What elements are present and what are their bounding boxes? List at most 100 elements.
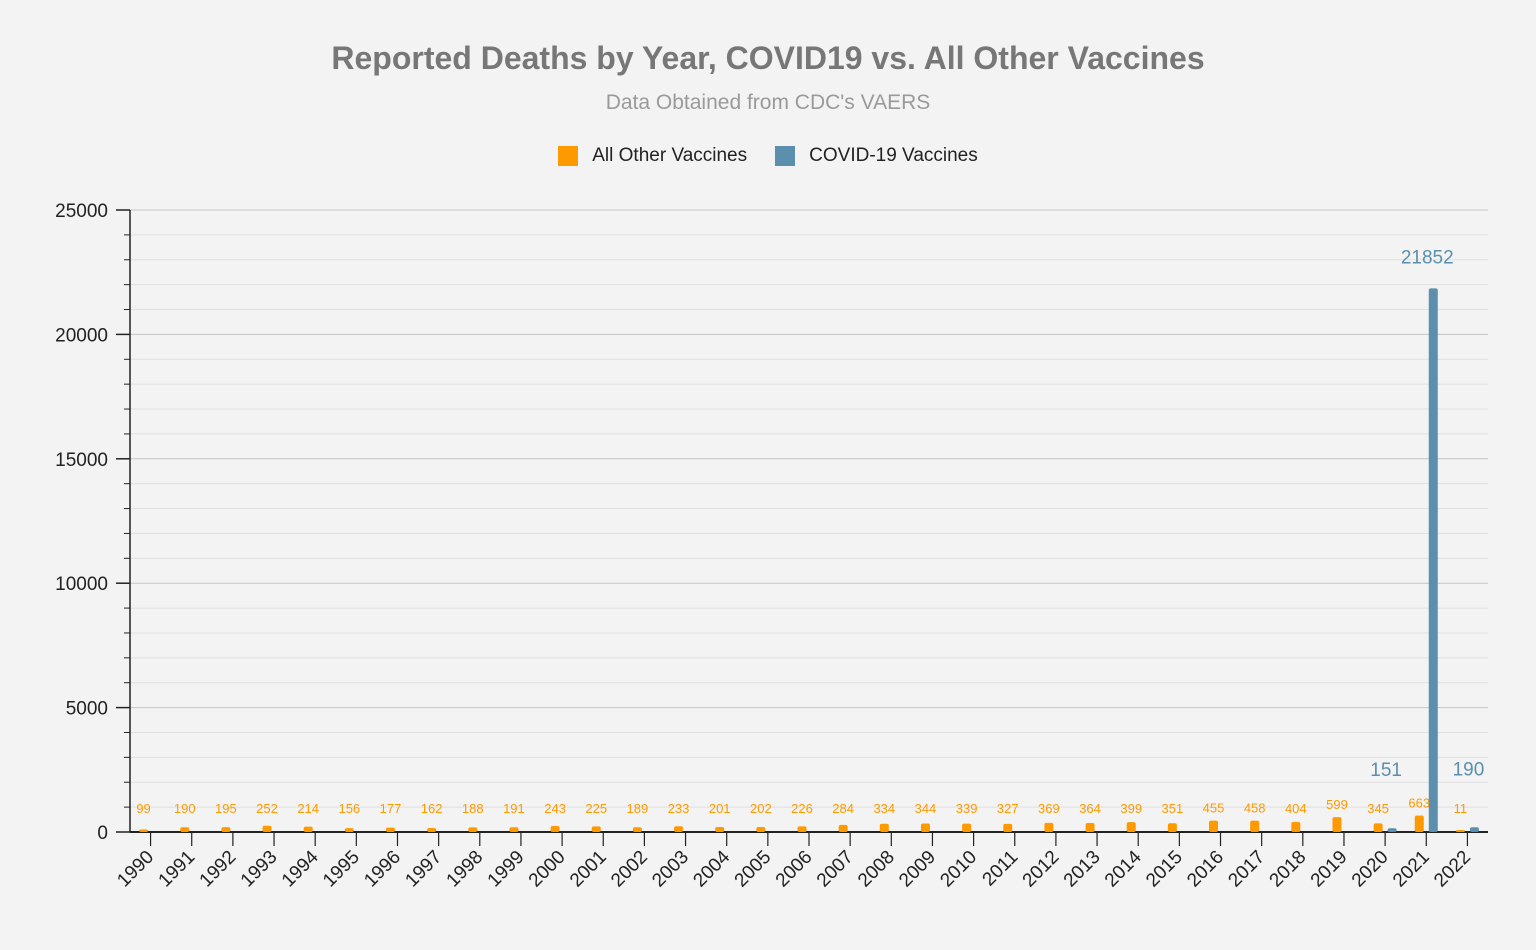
legend-label-other-vaccines: All Other Vaccines (592, 145, 748, 166)
data-label-other-vaccines: 252 (256, 801, 278, 816)
x-tick-label: 1995 (319, 847, 364, 892)
x-tick-label: 2022 (1430, 847, 1475, 892)
bar-other-vaccines (591, 826, 601, 832)
bar-other-vaccines (1414, 815, 1424, 832)
x-tick-label: 2008 (854, 847, 899, 892)
data-label-other-vaccines: 191 (503, 801, 525, 816)
x-tick-label: 2021 (1389, 847, 1434, 892)
x-tick-label: 2001 (566, 847, 611, 892)
data-label-other-vaccines: 327 (997, 801, 1019, 816)
bar-other-vaccines (1167, 823, 1177, 832)
x-tick-label: 2007 (813, 847, 858, 892)
data-label-other-vaccines: 214 (297, 801, 319, 816)
bar-other-vaccines (344, 828, 354, 832)
x-tick-label: 1990 (113, 847, 158, 892)
x-tick-label: 2004 (689, 846, 734, 891)
bar-other-vaccines (550, 825, 560, 832)
y-tick-label: 15000 (55, 450, 108, 471)
bar-covid-vaccines (1428, 288, 1438, 832)
bar-other-vaccines (920, 823, 930, 832)
data-label-other-vaccines: 334 (873, 801, 895, 816)
x-tick-label: 2018 (1266, 847, 1311, 892)
x-tick-label: 1994 (278, 846, 323, 891)
x-tick-label: 2009 (895, 847, 940, 892)
bar-other-vaccines (756, 826, 766, 832)
data-label-other-vaccines: 351 (1162, 801, 1184, 816)
legend-item-covid-vaccines[interactable]: COVID-19 Vaccines (775, 145, 978, 167)
x-tick-label: 1998 (443, 847, 488, 892)
legend-swatch-covid-vaccines (775, 146, 796, 166)
data-label-other-vaccines: 99 (136, 801, 150, 816)
legend-swatch-other-vaccines (558, 146, 579, 166)
x-tick-label: 2016 (1183, 847, 1228, 892)
data-label-other-vaccines: 233 (668, 801, 690, 816)
chart-title: Reported Deaths by Year, COVID19 vs. All… (331, 40, 1205, 76)
bar-other-vaccines (1291, 821, 1301, 832)
data-label-other-vaccines: 162 (421, 801, 443, 816)
x-tick-label: 2019 (1307, 847, 1352, 892)
data-label-other-vaccines: 599 (1326, 797, 1348, 812)
chart-subtitle: Data Obtained from CDC's VAERS (605, 91, 931, 114)
bar-other-vaccines (1332, 817, 1342, 832)
bar-other-vaccines (385, 827, 395, 832)
x-tick-label: 1997 (401, 847, 446, 892)
y-tick-label: 10000 (55, 574, 108, 595)
x-tick-label: 2015 (1142, 847, 1187, 892)
bar-other-vaccines (674, 826, 684, 832)
legend: All Other Vaccines COVID-19 Vaccines (0, 145, 1536, 167)
data-label-other-vaccines: 458 (1244, 801, 1266, 816)
bar-other-vaccines (1044, 822, 1054, 832)
y-tick-label: 5000 (66, 699, 108, 720)
x-tick-label: 1993 (237, 847, 282, 892)
data-label-other-vaccines: 369 (1038, 801, 1060, 816)
bar-other-vaccines (139, 829, 149, 832)
y-tick-label: 25000 (55, 201, 108, 222)
data-label-other-vaccines: 345 (1367, 801, 1389, 816)
data-label-other-vaccines: 202 (750, 801, 772, 816)
x-tick-label: 2014 (1101, 846, 1146, 891)
data-label-other-vaccines: 284 (832, 801, 854, 816)
y-tick-label: 20000 (55, 325, 108, 346)
bar-other-vaccines (797, 826, 807, 832)
bar-other-vaccines (1085, 822, 1095, 832)
x-tick-label: 1992 (196, 847, 241, 892)
data-label-covid-vaccines: 190 (1453, 759, 1485, 780)
x-tick-label: 2013 (1060, 847, 1105, 892)
bar-other-vaccines (509, 827, 519, 832)
x-tick-label: 2020 (1348, 847, 1393, 892)
data-label-other-vaccines: 177 (380, 801, 402, 816)
data-label-other-vaccines: 226 (791, 801, 813, 816)
data-label-covid-vaccines: 151 (1370, 760, 1402, 781)
bar-other-vaccines (715, 826, 725, 832)
bar-other-vaccines (632, 827, 642, 832)
bar-other-vaccines (1250, 820, 1260, 832)
legend-item-other-vaccines[interactable]: All Other Vaccines (558, 145, 747, 167)
data-label-other-vaccines: 156 (338, 801, 360, 816)
data-label-other-vaccines: 195 (215, 801, 237, 816)
data-label-other-vaccines: 190 (174, 801, 196, 816)
bar-other-vaccines (262, 825, 272, 832)
bar-other-vaccines (1126, 822, 1136, 832)
bar-other-vaccines (468, 827, 478, 832)
x-tick-label: 2005 (731, 847, 776, 892)
data-label-other-vaccines: 339 (956, 801, 978, 816)
bar-other-vaccines (221, 827, 231, 832)
data-label-other-vaccines: 455 (1203, 801, 1225, 816)
bar-other-vaccines (1455, 830, 1465, 832)
bar-other-vaccines (1373, 823, 1383, 832)
x-tick-label: 2012 (1019, 847, 1064, 892)
data-label-other-vaccines: 364 (1079, 801, 1101, 816)
bar-other-vaccines (962, 823, 972, 832)
x-tick-label: 1991 (155, 847, 200, 892)
data-label-covid-vaccines: 21852 (1401, 247, 1454, 268)
bar-other-vaccines (1209, 820, 1219, 832)
data-label-other-vaccines: 189 (627, 801, 649, 816)
legend-label-covid-vaccines: COVID-19 Vaccines (809, 145, 978, 166)
bar-covid-vaccines (1387, 828, 1397, 832)
data-label-other-vaccines: 663 (1408, 796, 1430, 811)
x-tick-label: 2000 (525, 847, 570, 892)
data-label-other-vaccines: 404 (1285, 801, 1307, 816)
bar-other-vaccines (180, 827, 190, 832)
